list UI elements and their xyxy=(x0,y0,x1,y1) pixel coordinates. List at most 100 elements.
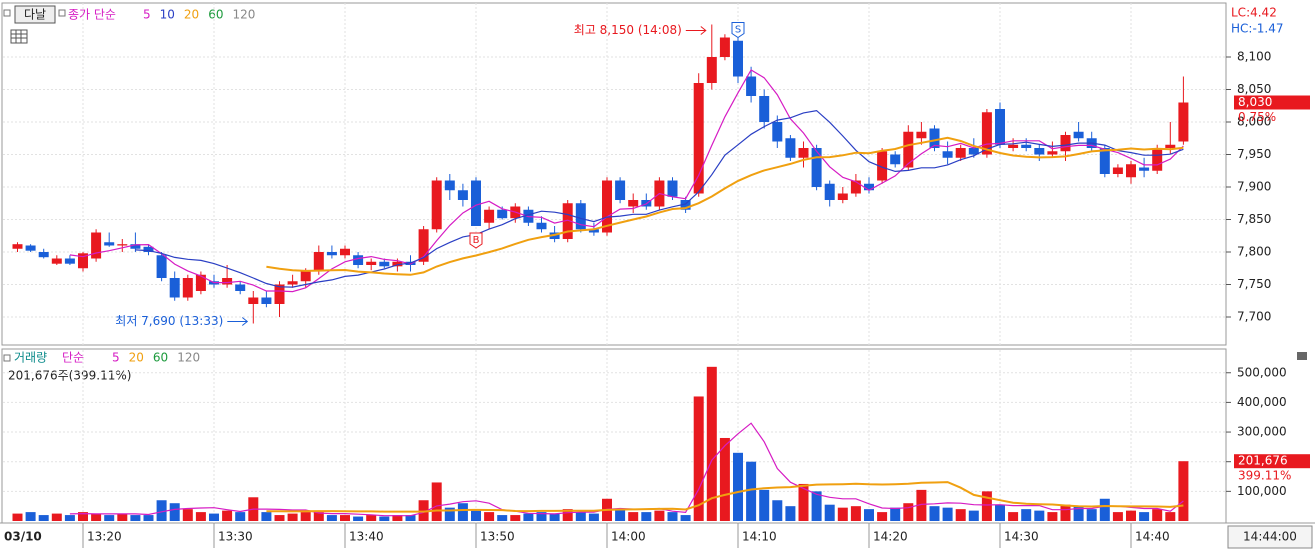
volume-bar xyxy=(549,513,560,521)
candle-body xyxy=(680,200,691,210)
volume-bar xyxy=(981,491,992,521)
candle-body xyxy=(1060,135,1071,152)
volume-bar xyxy=(130,515,141,521)
volume-bar xyxy=(392,515,403,521)
volume-bar xyxy=(1126,510,1136,521)
volume-bar xyxy=(1008,512,1019,521)
last-volume-label: 201,676 xyxy=(1238,454,1288,468)
price-panel xyxy=(1,2,1227,346)
y-tick-label: 7,950 xyxy=(1237,147,1271,161)
volume-bar xyxy=(117,513,128,521)
volume-bar xyxy=(641,512,652,521)
candle-body xyxy=(143,246,154,252)
panel-button[interactable] xyxy=(1297,352,1307,360)
volume-bar xyxy=(25,512,36,521)
ma-period: 60 xyxy=(208,8,223,22)
signal-marker xyxy=(469,232,483,249)
volume-bar xyxy=(1099,498,1110,521)
candle-body xyxy=(864,183,874,191)
ma-label: 종가 단순 xyxy=(68,8,116,22)
candle-body xyxy=(890,154,901,165)
candle-body xyxy=(195,274,206,291)
volume-bar xyxy=(693,396,704,521)
volume-bar xyxy=(1165,512,1176,521)
candle-body xyxy=(798,148,809,158)
volume-bar xyxy=(182,509,193,521)
candle-body xyxy=(274,284,285,304)
candle-body xyxy=(91,232,102,259)
volume-bar xyxy=(536,512,547,521)
candle-body xyxy=(1165,144,1176,148)
icon xyxy=(3,354,11,362)
x-tick-label: 13:40 xyxy=(349,530,384,544)
title-box[interactable] xyxy=(14,5,56,24)
y-tick-label: 300,000 xyxy=(1237,425,1287,439)
ma-line xyxy=(266,136,1184,276)
x-tick-label: 14:30 xyxy=(1004,530,1039,544)
candle-body xyxy=(968,148,979,155)
volume-bar xyxy=(995,504,1005,521)
candle-body xyxy=(235,284,246,291)
volume-bar xyxy=(903,503,914,521)
table-icon-lines xyxy=(11,30,27,43)
candle-body xyxy=(693,83,704,194)
volume-bar xyxy=(733,452,743,521)
volume-bar xyxy=(300,512,311,521)
candle-body xyxy=(837,193,848,200)
high-arrow xyxy=(685,26,707,35)
signal-label: B xyxy=(473,235,480,246)
volume-bar xyxy=(942,507,953,521)
volume-bar xyxy=(588,513,599,521)
candle-body xyxy=(536,222,547,230)
volume-bar xyxy=(1112,512,1123,521)
volume-bar xyxy=(680,515,691,521)
ma-period: 120 xyxy=(232,8,255,22)
candle-body xyxy=(366,261,377,265)
volume-bar xyxy=(824,504,835,521)
candle-body xyxy=(287,281,298,285)
candle-body xyxy=(340,248,350,256)
volume-bar xyxy=(104,515,115,521)
volume-summary: 201,676주(399.11%) xyxy=(8,369,131,383)
candle-body xyxy=(12,244,23,249)
last-price-box xyxy=(1234,95,1310,110)
stock-name: 다날 xyxy=(24,8,46,22)
x-tick-label: 14:40 xyxy=(1135,530,1170,544)
volume-ma-line xyxy=(266,481,1184,513)
volume-bar xyxy=(313,512,324,521)
candle-body xyxy=(955,148,966,158)
volume-bar xyxy=(1086,509,1097,521)
candle-body xyxy=(575,203,586,230)
candle-body xyxy=(418,229,429,262)
volume-bar xyxy=(156,500,167,521)
volume-bar xyxy=(340,515,350,521)
candle-body xyxy=(261,297,272,304)
candle-body xyxy=(850,180,861,194)
candle-body xyxy=(903,131,914,168)
table-icon[interactable] xyxy=(10,29,28,44)
candle-body xyxy=(1047,151,1058,155)
candle-body xyxy=(1139,167,1150,171)
volume-bar xyxy=(38,515,49,521)
last-price-label: 8,030 xyxy=(1238,95,1272,109)
candle-body xyxy=(353,255,364,265)
y-tick-label: 500,000 xyxy=(1237,365,1287,379)
x-tick-label: 14:20 xyxy=(873,530,908,544)
volume-ma-period: 120 xyxy=(177,351,200,365)
y-tick-label: 7,750 xyxy=(1237,277,1271,291)
volume-bar xyxy=(235,512,246,521)
candle-body xyxy=(995,109,1005,145)
low-annotation: 최저 7,690 (13:33) xyxy=(115,314,223,328)
candle-body xyxy=(1126,164,1136,178)
candle-body xyxy=(431,180,442,230)
volume-bar xyxy=(955,509,966,521)
candle-body xyxy=(104,242,115,246)
volume-bar xyxy=(1021,509,1032,521)
volume-bar xyxy=(1178,461,1189,521)
y-tick-label: 8,000 xyxy=(1237,115,1271,129)
volume-ma-period: 60 xyxy=(153,351,168,365)
candle-body xyxy=(811,148,822,187)
volume-bar xyxy=(654,510,665,521)
